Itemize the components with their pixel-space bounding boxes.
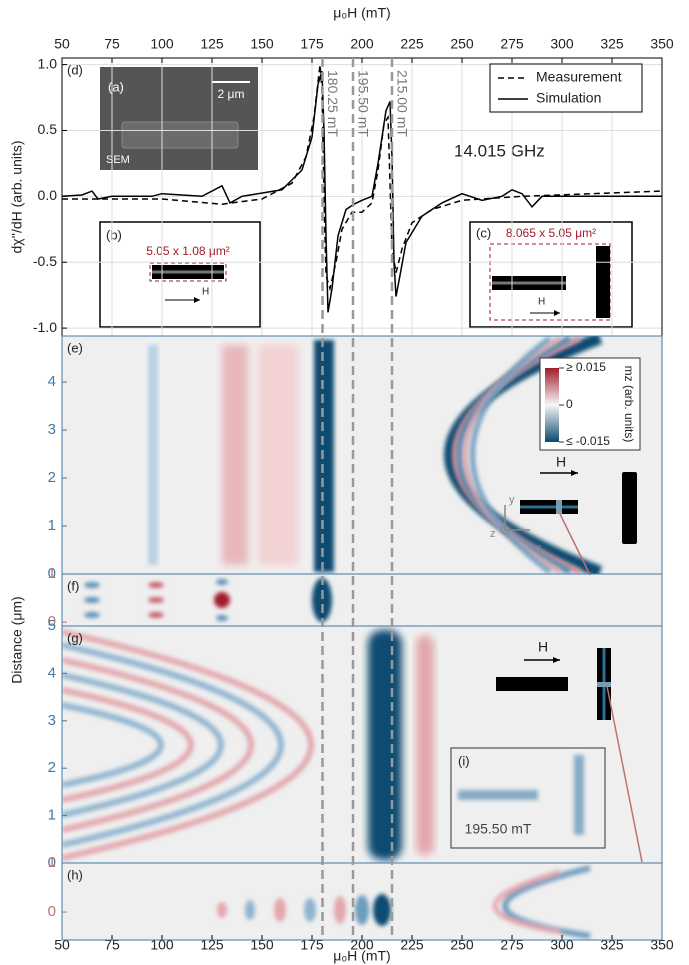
colorbar-title: mz (arb. units): [622, 366, 636, 443]
panel-label: (g): [67, 630, 83, 645]
colorbar-label: ≤ -0.015: [566, 434, 610, 448]
y-tick-label: 5: [48, 617, 56, 634]
legend-label: Measurement: [536, 69, 622, 85]
axis-z: z: [490, 528, 496, 540]
x-tick-label: 275: [500, 36, 524, 52]
heatmap-h: [62, 863, 662, 940]
x-tick-label: 250: [450, 937, 474, 953]
x-tick-label: 125: [200, 36, 224, 52]
x-tick-label: 175: [300, 937, 324, 953]
inset-label: (i): [458, 753, 470, 768]
frequency: 14.015 GHz: [454, 141, 545, 160]
inset-label: (c): [476, 225, 491, 240]
y-tick-label: 1.0: [38, 55, 58, 71]
field-label: H: [538, 639, 548, 655]
figure: μ₀H (mT) μ₀H (mT) dχ''/dH (arb. units) D…: [0, 0, 689, 965]
y-tick-label: 0: [48, 903, 56, 920]
x-tick-label: 150: [250, 36, 274, 52]
colorbar-label: ≥ 0.015: [566, 360, 606, 374]
y-tick-label: 3: [48, 421, 56, 438]
field-label: H: [538, 297, 545, 308]
panel-label: (d): [67, 62, 83, 77]
y-tick-label: 4: [48, 373, 56, 390]
x-tick-label: 225: [400, 937, 424, 953]
x-tick-label: 150: [250, 937, 274, 953]
y-tick-label: 1: [48, 807, 56, 824]
y-label-d: dχ''/dH (arb. units): [9, 140, 25, 253]
x-tick-label: 275: [500, 937, 524, 953]
x-tick-label: 175: [300, 36, 324, 52]
inset-label: (a): [108, 79, 124, 94]
inset-label: (b): [106, 227, 122, 242]
size-label: 5.05 x 1.08 μm²: [146, 244, 230, 258]
x-tick-label: 250: [450, 36, 474, 52]
y-tick-label: 1: [48, 565, 56, 582]
inset-field: 195.50 mT: [465, 821, 532, 837]
legend-label: Simulation: [536, 90, 601, 106]
y-tick-label: 1: [48, 854, 56, 871]
x-tick-label: 100: [150, 937, 174, 953]
marker-label: 195.50 mT: [355, 70, 371, 137]
x-tick-label: 75: [104, 937, 120, 953]
x-tick-label: 325: [600, 937, 624, 953]
x-tick-label: 225: [400, 36, 424, 52]
y-tick-label: 2: [48, 759, 56, 776]
colorbar-label: 0: [566, 397, 573, 411]
y-tick-label: 3: [48, 712, 56, 729]
y-tick-label: 1: [48, 517, 56, 534]
x-tick-label: 200: [350, 937, 374, 953]
x-tick-label: 300: [550, 937, 574, 953]
sem-caption: SEM: [106, 154, 130, 166]
panel-label: (h): [67, 867, 83, 882]
panel-label: (e): [67, 340, 83, 355]
marker-label: 180.25 mT: [325, 70, 341, 137]
x-tick-label: 200: [350, 36, 374, 52]
x-tick-label: 75: [104, 36, 120, 52]
panel-label: (f): [67, 578, 79, 593]
y-tick-label: 0.5: [38, 121, 58, 137]
y-label-distance: Distance (μm): [9, 596, 25, 683]
heatmap-f: [62, 574, 662, 626]
top-x-label: μ₀H (mT): [333, 5, 390, 21]
x-tick-label: 100: [150, 36, 174, 52]
y-tick-label: -1.0: [33, 319, 57, 335]
x-tick-label: 350: [650, 36, 674, 52]
x-tick-label: 325: [600, 36, 624, 52]
y-tick-label: 2: [48, 469, 56, 486]
x-tick-label: 125: [200, 937, 224, 953]
x-tick-label: 300: [550, 36, 574, 52]
marker-label: 215.00 mT: [394, 70, 410, 137]
x-tick-label: 50: [54, 36, 70, 52]
y-tick-label: -0.5: [33, 253, 57, 269]
scale-bar: 2 μm: [218, 87, 245, 101]
size-label: 8.065 x 5.05 μm²: [506, 226, 596, 240]
y-tick-label: 0.0: [38, 187, 58, 203]
field-label: H: [556, 454, 566, 470]
axis-x: x: [536, 542, 542, 554]
y-tick-label: 4: [48, 664, 56, 681]
axis-y: y: [509, 494, 515, 506]
field-label: H: [202, 287, 209, 298]
